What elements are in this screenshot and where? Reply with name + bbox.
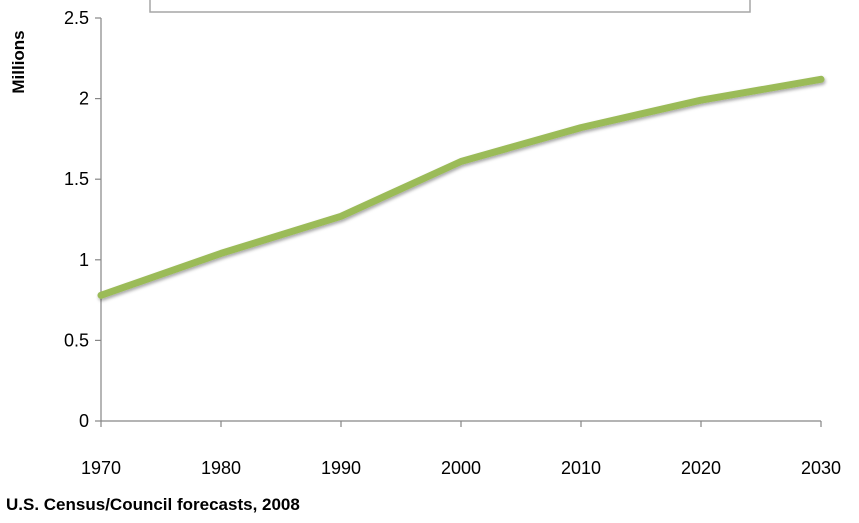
x-tick-label: 1970 <box>81 458 121 478</box>
x-tick-label: 1990 <box>321 458 361 478</box>
series-line <box>97 75 825 299</box>
source-note: U.S. Census/Council forecasts, 2008 <box>6 495 300 514</box>
x-tick-label: 2010 <box>561 458 601 478</box>
y-tick-label: 0 <box>79 411 89 431</box>
y-tick-label: 2.5 <box>64 8 89 28</box>
legend-box-remnant <box>149 0 751 13</box>
y-tick-label: 0.5 <box>64 330 89 350</box>
x-tick-label: 2020 <box>681 458 721 478</box>
y-axis-label: Millions <box>9 30 28 93</box>
y-tick-label: 1 <box>79 250 89 270</box>
x-tick-label: 1980 <box>201 458 241 478</box>
x-tick-label: 2000 <box>441 458 481 478</box>
y-tick-label: 2 <box>79 89 89 109</box>
x-tick-label: 2030 <box>801 458 841 478</box>
y-tick-label: 1.5 <box>64 169 89 189</box>
